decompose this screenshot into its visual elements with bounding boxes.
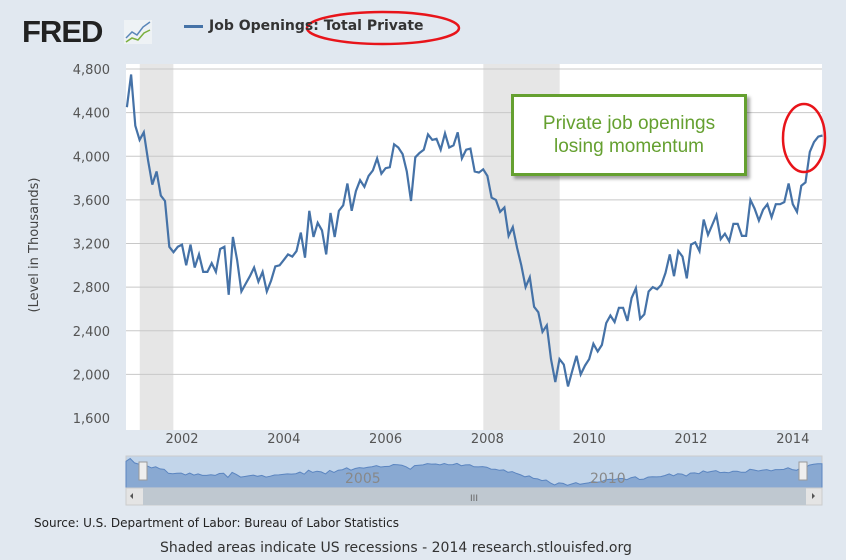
x-tick-label: 2010 xyxy=(573,432,606,447)
y-tick-label: 4,400 xyxy=(73,107,110,122)
x-tick-label: 2014 xyxy=(776,432,809,447)
scrollbar-grip: III xyxy=(470,494,478,504)
fred-logo[interactable]: FRED xyxy=(22,14,103,49)
navigator-left-handle[interactable] xyxy=(138,461,148,481)
navigator-label-2010: 2010 xyxy=(590,471,626,487)
y-tick-label: 2,000 xyxy=(73,368,110,383)
navigator-series xyxy=(125,457,823,489)
y-tick-label: 3,600 xyxy=(73,194,110,209)
x-tick-label: 2004 xyxy=(267,432,300,447)
series-line xyxy=(125,74,823,387)
recession-band xyxy=(139,64,174,430)
footer-note[interactable]: Shaded areas indicate US recessions - 20… xyxy=(160,540,632,556)
annotation-line-2: losing momentum xyxy=(554,136,704,157)
y-tick-label: 2,800 xyxy=(73,281,110,296)
y-tick-label: 2,400 xyxy=(73,325,110,340)
scrollbar-thumb[interactable] xyxy=(143,488,806,505)
scroll-right-icon[interactable] xyxy=(812,493,815,499)
y-axis-label: (Level in Thousands) xyxy=(27,178,42,313)
scroll-left-icon[interactable] xyxy=(130,493,133,499)
y-tick-label: 4,800 xyxy=(73,63,110,78)
y-tick-label: 4,000 xyxy=(73,150,110,165)
fred-chart-icon xyxy=(124,20,152,44)
y-tick-label: 3,200 xyxy=(73,238,110,253)
x-tick-label: 2006 xyxy=(369,432,402,447)
navigator-right-handle[interactable] xyxy=(798,461,808,481)
legend-swatch xyxy=(184,24,203,28)
title-highlight-ellipse xyxy=(305,10,461,46)
source-text: Source: U.S. Department of Labor: Bureau… xyxy=(34,516,399,530)
endpoint-highlight-ellipse xyxy=(781,102,827,174)
legend-label: Job Openings: Total Private xyxy=(209,18,424,34)
annotation-box: Private job openings losing momentum xyxy=(511,94,747,176)
x-tick-label: 2002 xyxy=(165,432,198,447)
annotation-line-1: Private job openings xyxy=(542,113,716,134)
y-tick-label: 1,600 xyxy=(73,412,110,427)
x-tick-label: 2012 xyxy=(674,432,707,447)
x-tick-label: 2008 xyxy=(471,432,504,447)
navigator-label-2005: 2005 xyxy=(345,471,381,487)
legend-item[interactable]: Job Openings: Total Private xyxy=(184,18,424,34)
